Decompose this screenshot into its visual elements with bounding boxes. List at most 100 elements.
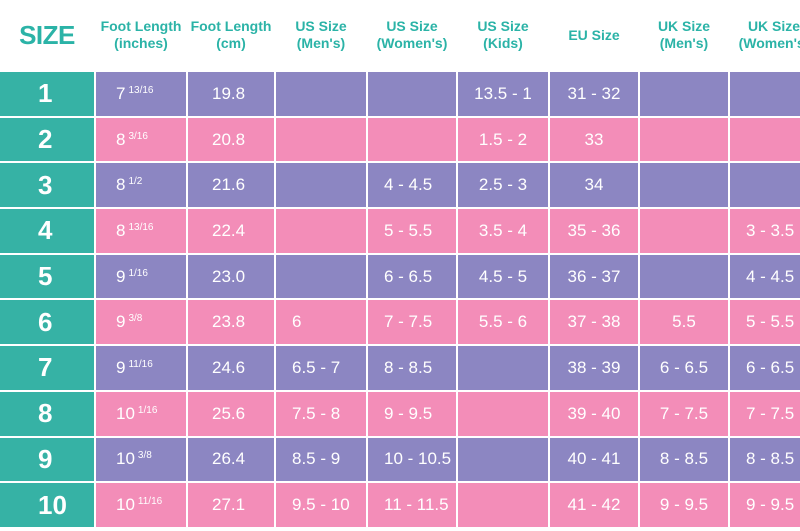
cell-us-men: 9.5 - 10 (276, 483, 366, 527)
inch-fraction: 1/16 (137, 404, 158, 416)
cell-uk-men (640, 72, 728, 116)
cell-uk-women: 6 - 6.5 (730, 346, 800, 390)
table-row: 1 7 13/16 19.8 13.5 - 1 31 - 32 (0, 72, 800, 116)
cell-foot-length-inches: 10 3/8 (96, 437, 186, 482)
cell-us-men: 6 (276, 300, 366, 345)
cell-foot-length-inches: 8 3/16 (96, 117, 186, 162)
cell-size: 7 (0, 346, 94, 390)
cell-eu: 33 (550, 117, 638, 162)
cell-uk-women (730, 163, 800, 208)
cell-size: 2 (0, 117, 94, 162)
table-row: 4 8 13/16 22.4 5 - 5.5 3.5 - 4 35 - 36 3 - 3.5 (0, 209, 800, 253)
cell-eu: 41 - 42 (550, 483, 638, 527)
inch-whole: 8 (116, 175, 126, 195)
cell-eu: 31 - 32 (550, 72, 638, 116)
cell-uk-women: 3 - 3.5 (730, 209, 800, 253)
cell-uk-women: 4 - 4.5 (730, 254, 800, 299)
cell-us-women: 8 - 8.5 (368, 346, 456, 390)
cell-foot-length-inches: 8 1/2 (96, 163, 186, 208)
cell-size: 1 (0, 72, 94, 116)
inch-fraction: 1/16 (128, 267, 148, 279)
table-body: 1 7 13/16 19.8 13.5 - 1 31 - 32 2 8 3/16 20.8 1.5 … (0, 72, 800, 527)
cell-us-men (276, 163, 366, 208)
inch-whole: 7 (116, 83, 126, 103)
cell-uk-men: 5.5 (640, 300, 728, 345)
cell-foot-length-inches: 9 1/16 (96, 254, 186, 299)
cell-uk-men: 6 - 6.5 (640, 346, 728, 390)
header-us-men: US Size (Men's) (276, 0, 366, 70)
cell-us-women (368, 117, 456, 162)
cell-foot-length-inches: 10 11/16 (96, 483, 186, 527)
table-row: 9 10 3/8 26.4 8.5 - 9 10 - 10.5 40 - 41 8 - 8.5… (0, 437, 800, 482)
inch-whole: 10 (116, 449, 135, 469)
cell-uk-men: 8 - 8.5 (640, 437, 728, 482)
header-uk-men: UK Size (Men's) (640, 0, 728, 70)
cell-size: 6 (0, 300, 94, 345)
cell-foot-length-cm: 19.8 (188, 72, 274, 116)
cell-us-men (276, 72, 366, 116)
table-row: 2 8 3/16 20.8 1.5 - 2 33 (0, 117, 800, 162)
cell-uk-men (640, 163, 728, 208)
header-foot-length-inches: Foot Length (inches) (96, 0, 186, 70)
header-row: SIZE Foot Length (inches) Foot Length (cm)… (0, 0, 800, 70)
cell-foot-length-cm: 27.1 (188, 483, 274, 527)
cell-uk-women: 8 - 8.5 (730, 437, 800, 482)
table-row: 3 8 1/2 21.6 4 - 4.5 2.5 - 3 34 (0, 163, 800, 208)
header-us-women: US Size (Women's) (368, 0, 456, 70)
inch-whole: 10 (116, 403, 135, 423)
cell-us-women: 9 - 9.5 (368, 391, 456, 436)
inch-whole: 9 (116, 266, 126, 286)
cell-size: 8 (0, 391, 94, 436)
cell-us-women: 7 - 7.5 (368, 300, 456, 345)
cell-us-women (368, 72, 456, 116)
inch-fraction: 3/8 (128, 313, 143, 325)
table-row: 6 9 3/8 23.8 6 7 - 7.5 5.5 - 6 37 - 38 5.5 5 - 5.… (0, 300, 800, 345)
cell-us-kids: 1.5 - 2 (458, 117, 548, 162)
cell-uk-women (730, 72, 800, 116)
inch-whole: 8 (116, 129, 126, 149)
table-row: 5 9 1/16 23.0 6 - 6.5 4.5 - 5 36 - 37 4 - 4.5 (0, 254, 800, 299)
inch-whole: 10 (116, 495, 135, 515)
cell-us-women: 5 - 5.5 (368, 209, 456, 253)
cell-uk-women: 9 - 9.5 (730, 483, 800, 527)
cell-us-kids (458, 437, 548, 482)
inch-fraction: 3/16 (128, 130, 148, 142)
cell-eu: 34 (550, 163, 638, 208)
cell-uk-men (640, 117, 728, 162)
inch-whole: 9 (116, 357, 126, 377)
cell-us-kids: 4.5 - 5 (458, 254, 548, 299)
cell-eu: 38 - 39 (550, 346, 638, 390)
cell-uk-men (640, 209, 728, 253)
header-foot-length-cm: Foot Length (cm) (188, 0, 274, 70)
cell-eu: 36 - 37 (550, 254, 638, 299)
inch-fraction: 3/8 (137, 450, 152, 462)
cell-size: 4 (0, 209, 94, 253)
cell-us-men: 6.5 - 7 (276, 346, 366, 390)
cell-us-women: 11 - 11.5 (368, 483, 456, 527)
cell-foot-length-cm: 25.6 (188, 391, 274, 436)
cell-foot-length-cm: 21.6 (188, 163, 274, 208)
cell-size: 9 (0, 437, 94, 482)
cell-eu: 37 - 38 (550, 300, 638, 345)
table-row: 10 10 11/16 27.1 9.5 - 10 11 - 11.5 41 - 42 9 -… (0, 483, 800, 527)
cell-foot-length-inches: 8 13/16 (96, 209, 186, 253)
cell-eu: 39 - 40 (550, 391, 638, 436)
cell-us-kids (458, 483, 548, 527)
cell-us-men (276, 209, 366, 253)
header-us-kids: US Size (Kids) (458, 0, 548, 70)
cell-uk-men: 7 - 7.5 (640, 391, 728, 436)
cell-uk-women (730, 117, 800, 162)
cell-us-kids (458, 346, 548, 390)
cell-foot-length-inches: 9 11/16 (96, 346, 186, 390)
cell-uk-men (640, 254, 728, 299)
cell-foot-length-cm: 22.4 (188, 209, 274, 253)
cell-us-kids: 5.5 - 6 (458, 300, 548, 345)
header-eu: EU Size (550, 0, 638, 70)
cell-us-men: 8.5 - 9 (276, 437, 366, 482)
inch-fraction: 11/16 (137, 496, 163, 508)
inch-fraction: 13/16 (128, 84, 154, 96)
cell-us-women: 10 - 10.5 (368, 437, 456, 482)
cell-us-men (276, 117, 366, 162)
